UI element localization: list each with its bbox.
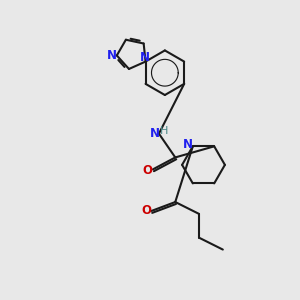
Text: N: N: [140, 51, 150, 64]
Text: H: H: [160, 126, 169, 136]
Text: N: N: [150, 127, 160, 140]
Text: N: N: [106, 49, 116, 62]
Text: O: O: [142, 164, 153, 177]
Text: O: O: [141, 204, 151, 218]
Text: N: N: [183, 138, 193, 151]
